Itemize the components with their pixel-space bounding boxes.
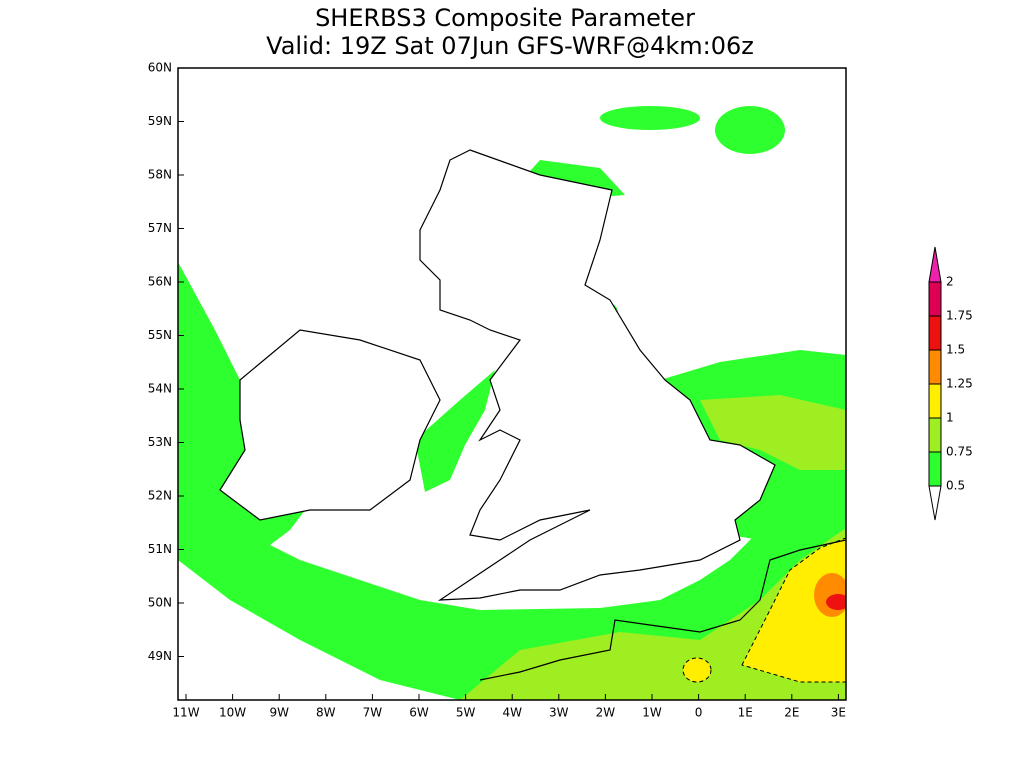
lon-label: 9W	[269, 706, 289, 720]
lon-label: 7W	[363, 706, 383, 720]
lon-label: 6W	[409, 706, 429, 720]
colorbar-box	[928, 451, 942, 487]
colorbar-label: 0.75	[946, 445, 973, 459]
colorbar-arrow-top	[928, 246, 942, 283]
lon-label: 3W	[549, 706, 569, 720]
lat-label: 58N	[148, 168, 172, 182]
lon-label: 2E	[784, 706, 799, 720]
map	[177, 67, 847, 701]
field-green	[415, 370, 495, 492]
lat-label: 57N	[148, 221, 172, 235]
lon-label: 3E	[831, 706, 846, 720]
lon-label: 5W	[456, 706, 476, 720]
field-green	[600, 106, 700, 130]
lat-label: 59N	[148, 114, 172, 128]
colorbar-box	[928, 349, 942, 385]
colorbar-label: 1.25	[946, 377, 973, 391]
colorbar-label: 1	[946, 411, 954, 425]
title: SHERBS3 Composite Parameter	[315, 4, 695, 32]
colorbar-box	[928, 281, 942, 317]
lat-label: 56N	[148, 275, 172, 289]
lat-label: 60N	[148, 61, 172, 75]
colorbar-label: 2	[946, 275, 954, 289]
lon-label: 2W	[596, 706, 616, 720]
lat-label: 49N	[148, 649, 172, 663]
colorbar-label: 1.75	[946, 309, 973, 323]
lat-label: 54N	[148, 382, 172, 396]
field-orange	[814, 573, 846, 617]
lat-label: 53N	[148, 435, 172, 449]
colorbar-box	[928, 383, 942, 419]
field-red	[826, 594, 846, 610]
lon-label: 0	[695, 706, 703, 720]
lat-label: 55N	[148, 328, 172, 342]
lat-label: 52N	[148, 489, 172, 503]
lon-label: 8W	[316, 706, 336, 720]
lon-label: 1E	[738, 706, 753, 720]
lon-label: 4W	[502, 706, 522, 720]
great-britain	[419, 149, 776, 601]
field-yellow	[682, 657, 712, 683]
colorbar-label: 1.5	[946, 343, 965, 357]
lon-label: 11W	[172, 706, 199, 720]
colorbar-label: 0.5	[946, 479, 965, 493]
lat-label: 50N	[148, 596, 172, 610]
field-yellowgreen	[700, 395, 846, 470]
lon-label: 10W	[219, 706, 246, 720]
france-coast	[479, 539, 846, 681]
ireland	[219, 329, 441, 521]
colorbar-box	[928, 315, 942, 351]
colorbar-arrow-bottom	[928, 485, 942, 521]
lat-label: 51N	[148, 542, 172, 556]
colorbar-box	[928, 417, 942, 453]
field-green	[715, 106, 785, 154]
field-green	[178, 262, 846, 700]
subtitle: Valid: 19Z Sat 07Jun GFS-WRF@4km:06z	[266, 32, 754, 60]
lon-label: 1W	[642, 706, 662, 720]
